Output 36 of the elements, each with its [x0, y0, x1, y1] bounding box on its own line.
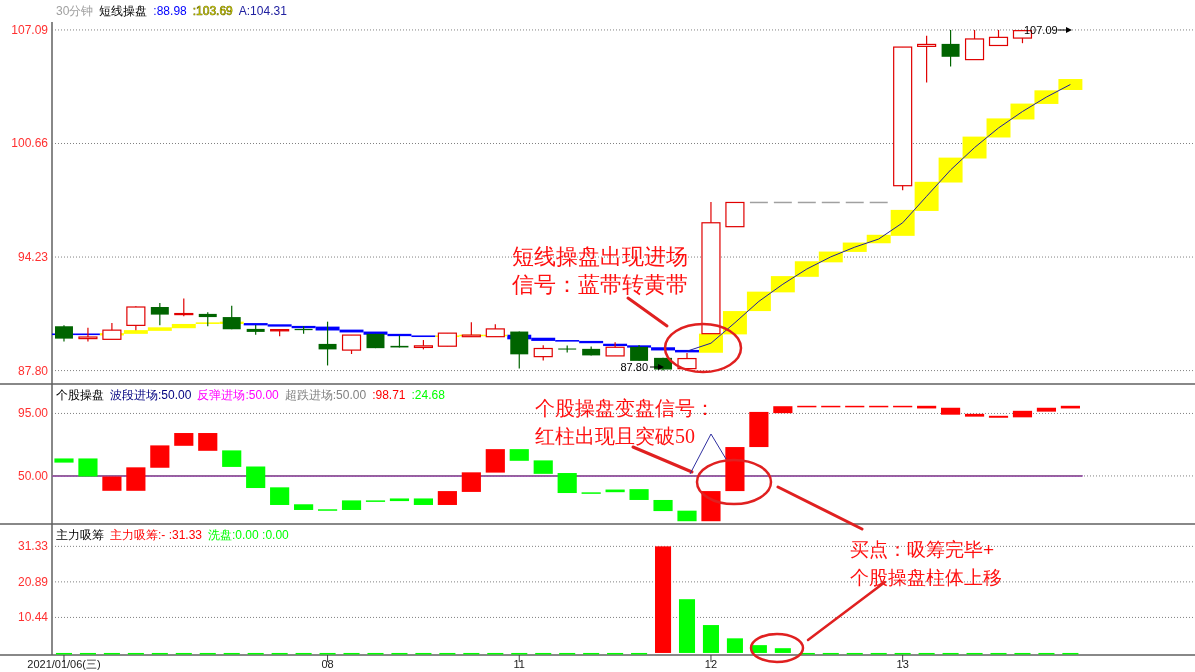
- x-tick-label: 2021/01/06(三): [27, 658, 101, 670]
- annotation: 信号：蓝带转黄带: [512, 272, 688, 297]
- annotation: 个股操盘柱体上移: [850, 567, 1002, 588]
- x-tick-label: 12: [704, 658, 718, 670]
- y-tick-label: 31.33: [17, 539, 49, 554]
- chart-title: 主力吸筹: [56, 528, 104, 542]
- y-tick-label: 95.00: [17, 406, 49, 421]
- ref-line-label: 波段进场:50.00: [110, 388, 192, 402]
- annotation: 个股操盘变盘信号：: [535, 397, 715, 419]
- y-tick-label: 87.80: [17, 363, 49, 378]
- annotation: 107.09: [1024, 24, 1058, 36]
- annotation: 短线操盘出现进场: [512, 244, 688, 269]
- text: 洗盘:0.00 :0.00: [208, 528, 290, 542]
- text: :103.69: [192, 4, 234, 18]
- x-tick-label: 08: [321, 658, 334, 670]
- ref-line-label: 超跌进场:50.00: [284, 388, 367, 402]
- x-tick-label: 13: [896, 658, 909, 670]
- text: :24.68: [411, 388, 446, 402]
- chart-subtitle: 30分钟: [56, 4, 94, 18]
- text: 主力吸筹:- :31.33: [110, 528, 203, 542]
- text: :88.98: [153, 4, 188, 18]
- y-tick-label: 107.09: [11, 22, 49, 37]
- y-tick-label: 50.00: [17, 468, 49, 483]
- text: A:104.31: [238, 4, 288, 18]
- y-tick-label: 10.44: [17, 610, 49, 625]
- annotation: 87.80: [620, 361, 648, 373]
- annotation: 买点：吸筹完毕+: [850, 539, 995, 560]
- y-tick-label: 94.23: [17, 250, 49, 265]
- x-tick-label: 11: [513, 658, 525, 670]
- text: :98.71: [372, 388, 406, 402]
- annotation: 红柱出现且突破50: [535, 425, 695, 447]
- chart-title: 短线操盘: [99, 4, 148, 18]
- chart-title: 个股操盘: [56, 388, 104, 402]
- y-tick-label: 20.89: [17, 574, 49, 589]
- y-tick-label: 100.66: [11, 136, 49, 151]
- ref-line-label: 反弹进场:50.00: [197, 388, 280, 402]
